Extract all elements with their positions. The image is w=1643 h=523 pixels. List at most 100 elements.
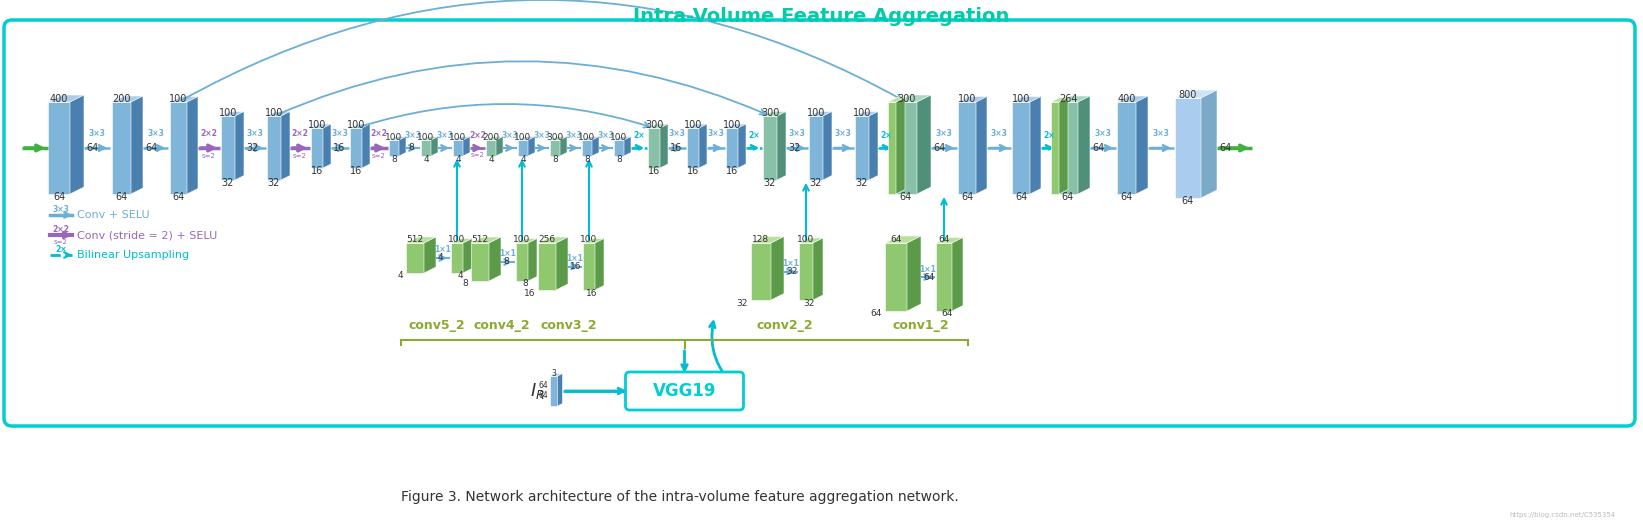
Text: 3×3: 3×3 — [53, 204, 69, 213]
Text: 3×3: 3×3 — [534, 131, 550, 140]
Polygon shape — [1012, 102, 1030, 194]
Text: 3×3: 3×3 — [835, 130, 851, 139]
Polygon shape — [311, 128, 324, 168]
Polygon shape — [1030, 97, 1042, 194]
Polygon shape — [917, 95, 932, 194]
Text: 8: 8 — [407, 143, 414, 153]
Text: 100: 100 — [807, 108, 825, 118]
Text: 100: 100 — [1012, 94, 1030, 104]
Text: 3×3: 3×3 — [598, 131, 614, 140]
Text: 4: 4 — [424, 154, 429, 164]
Text: 300: 300 — [547, 132, 564, 142]
Text: $I_R$: $I_R$ — [529, 381, 544, 401]
Polygon shape — [937, 243, 951, 311]
Polygon shape — [537, 237, 568, 243]
Polygon shape — [131, 96, 143, 194]
Polygon shape — [583, 243, 595, 290]
Text: 2×: 2× — [1043, 131, 1055, 140]
Polygon shape — [887, 97, 905, 102]
Text: 3×3: 3×3 — [935, 130, 953, 139]
Text: 3×3: 3×3 — [991, 130, 1007, 139]
Polygon shape — [350, 128, 361, 168]
Polygon shape — [48, 95, 84, 102]
Text: 2×: 2× — [881, 131, 892, 140]
Text: 64: 64 — [539, 381, 549, 391]
Text: 100: 100 — [386, 132, 403, 142]
Text: 4: 4 — [521, 154, 526, 164]
Text: 2×2: 2×2 — [371, 130, 388, 139]
Text: conv3_2: conv3_2 — [541, 320, 598, 333]
Polygon shape — [463, 238, 472, 273]
Text: 8: 8 — [552, 154, 559, 164]
Polygon shape — [854, 111, 877, 116]
Polygon shape — [350, 124, 370, 128]
Text: 3×3: 3×3 — [669, 130, 685, 139]
Text: 64: 64 — [961, 192, 973, 202]
Text: 100: 100 — [611, 132, 628, 142]
Text: https://blog.csdn.net/C535354: https://blog.csdn.net/C535354 — [1508, 512, 1615, 518]
Text: 3×3: 3×3 — [565, 131, 582, 140]
Polygon shape — [324, 124, 330, 168]
Text: 64: 64 — [1219, 143, 1231, 153]
Text: 8: 8 — [585, 154, 590, 164]
Text: 3×3: 3×3 — [89, 130, 105, 139]
Text: 2×: 2× — [633, 131, 644, 140]
Text: 4: 4 — [455, 154, 460, 164]
Polygon shape — [549, 373, 562, 376]
Polygon shape — [951, 237, 963, 311]
Text: conv4_2: conv4_2 — [473, 320, 531, 333]
Polygon shape — [887, 102, 895, 194]
Text: 3×3: 3×3 — [148, 130, 164, 139]
Polygon shape — [406, 243, 424, 273]
Text: 3×3: 3×3 — [437, 131, 453, 140]
Text: 4: 4 — [398, 271, 403, 280]
Text: 3×3: 3×3 — [501, 131, 519, 140]
Polygon shape — [112, 102, 131, 194]
Polygon shape — [687, 128, 698, 168]
Text: 300: 300 — [761, 108, 779, 118]
Text: 400: 400 — [1117, 94, 1135, 104]
Polygon shape — [895, 95, 932, 102]
Text: 100: 100 — [265, 108, 283, 118]
Polygon shape — [798, 243, 813, 300]
Text: 4: 4 — [488, 154, 495, 164]
Text: 64: 64 — [871, 310, 882, 319]
Polygon shape — [399, 137, 406, 156]
Polygon shape — [1012, 97, 1042, 102]
Text: 64: 64 — [1061, 192, 1075, 202]
Text: 16: 16 — [670, 143, 682, 153]
Text: 16: 16 — [687, 166, 700, 176]
Polygon shape — [112, 96, 143, 102]
Polygon shape — [472, 237, 501, 243]
Text: Figure 3. Network architecture of the intra-volume feature aggregation network.: Figure 3. Network architecture of the in… — [401, 490, 960, 504]
Polygon shape — [647, 124, 669, 128]
Text: Intra-Volume Feature Aggregation: Intra-Volume Feature Aggregation — [633, 6, 1009, 26]
Text: 100: 100 — [683, 120, 702, 130]
Polygon shape — [486, 137, 503, 140]
Polygon shape — [1078, 96, 1089, 194]
Text: 2×2: 2×2 — [468, 131, 486, 140]
Text: 264: 264 — [1058, 94, 1078, 104]
Text: 64: 64 — [1121, 192, 1132, 202]
Polygon shape — [895, 97, 905, 194]
Polygon shape — [516, 238, 537, 243]
Polygon shape — [496, 137, 503, 156]
Text: s=2: s=2 — [202, 153, 215, 159]
Text: 300: 300 — [644, 120, 664, 130]
Polygon shape — [424, 237, 435, 273]
Polygon shape — [751, 243, 771, 300]
Polygon shape — [518, 137, 536, 140]
Polygon shape — [48, 102, 71, 194]
Text: 64: 64 — [941, 310, 953, 319]
Polygon shape — [1117, 102, 1135, 194]
Polygon shape — [777, 111, 785, 180]
Text: 8: 8 — [391, 154, 398, 164]
Polygon shape — [937, 237, 963, 243]
Text: 100: 100 — [417, 132, 435, 142]
Polygon shape — [647, 128, 660, 168]
Polygon shape — [1058, 102, 1078, 194]
Polygon shape — [222, 116, 235, 180]
Polygon shape — [1058, 96, 1089, 102]
FancyBboxPatch shape — [626, 372, 744, 410]
Polygon shape — [71, 95, 84, 194]
